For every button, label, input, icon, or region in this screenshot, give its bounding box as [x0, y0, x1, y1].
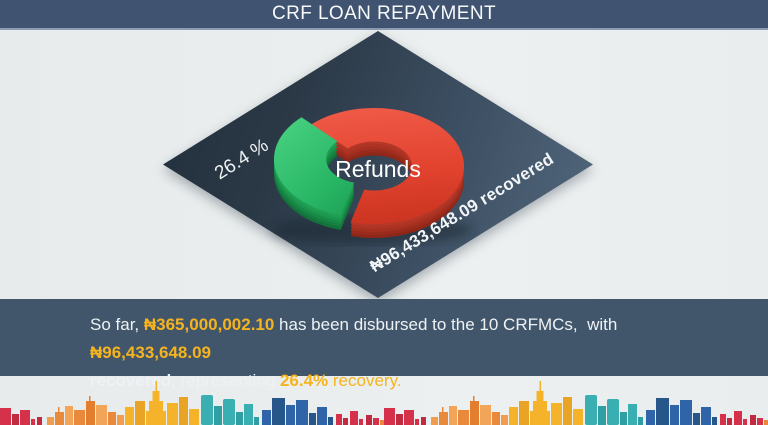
- summary-run: So far,: [90, 315, 144, 334]
- slide-header: CRF LOAN REPAYMENT: [0, 0, 768, 30]
- summary-run: has been disbursed to the 10 CRFMCs, wit…: [274, 315, 623, 334]
- donut-chart: [272, 107, 472, 244]
- page-title: CRF LOAN REPAYMENT: [272, 3, 496, 24]
- summary-run-disbursed-amount: ₦365,000,002.10: [143, 315, 275, 334]
- summary-run-recovered-amount: ₦96,433,648.09: [90, 343, 211, 362]
- summary-line-2: recovered, representing 26.4% recovery.: [90, 367, 728, 395]
- summary-line-1: So far, ₦365,000,002.10 has been disburs…: [90, 311, 728, 367]
- donut-center-label: Refunds: [335, 156, 421, 182]
- summary-run: recovery.: [328, 371, 402, 390]
- summary-run: , representing: [171, 371, 280, 390]
- city-skyline: [0, 381, 768, 425]
- summary-band: So far, ₦365,000,002.10 has been disburs…: [0, 299, 768, 390]
- summary-run: recovered: [90, 371, 172, 390]
- summary-run-recovery-rate: 26.4%: [279, 371, 329, 390]
